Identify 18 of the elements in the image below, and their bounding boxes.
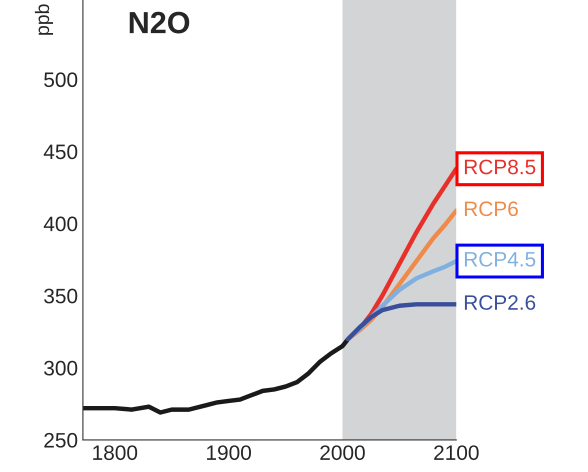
y-axis-title: ppb bbox=[34, 4, 54, 35]
line-series bbox=[82, 336, 350, 415]
y-tick-label: 500 bbox=[44, 72, 78, 88]
y-tick-label: 250 bbox=[44, 432, 78, 448]
x-tick-label: 1900 bbox=[207, 445, 251, 460]
chart-title: N2O bbox=[130, 12, 190, 34]
y-tick-label: 400 bbox=[44, 216, 78, 232]
x-tick-label: 2100 bbox=[434, 445, 479, 460]
x-tick-label: 1800 bbox=[93, 445, 138, 460]
line-series bbox=[346, 302, 456, 342]
y-tick-label: 350 bbox=[44, 288, 78, 304]
x-tick-label: 2000 bbox=[320, 445, 365, 460]
series-label: RCP2.6 bbox=[464, 295, 536, 310]
y-tick-label: 300 bbox=[44, 360, 78, 376]
series-label: RCP4.5 bbox=[464, 252, 536, 267]
series-label: RCP8.5 bbox=[464, 160, 536, 174]
y-tick-label: 450 bbox=[44, 144, 78, 160]
series-label: RCP6 bbox=[464, 201, 518, 216]
